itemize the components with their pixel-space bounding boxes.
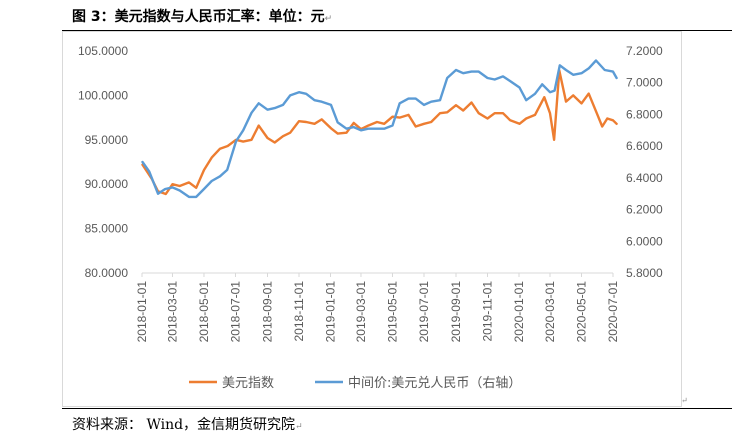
paragraph-mark-icon: ↵ [324,14,333,24]
figure-title: 图 3：美元指数与人民币汇率：单位：元↵ [72,9,333,25]
top-rule [62,30,732,31]
source-note: 资料来源： Wind，金信期货研究院↵ [72,417,303,433]
series-line-usd-index [141,69,618,196]
x-tick-label: 2019-09-01 [449,281,463,343]
y-left-tick-label: 100.0000 [78,88,128,102]
y-left-tick-label: 90.0000 [85,177,129,191]
x-tick-label: 2020-07-01 [606,281,620,343]
y-right-tick-label: 6.8000 [626,107,663,121]
x-tick-label: 2018-07-01 [228,281,242,343]
y-right-tick-label: 6.4000 [626,171,663,185]
x-tick-label: 2018-03-01 [165,281,179,343]
y-left-tick-label: 105.0000 [78,44,128,58]
y-right-tick-label: 7.2000 [626,44,663,58]
x-tick-label: 2019-05-01 [385,281,399,343]
y-left-tick-label: 95.0000 [85,133,129,147]
series-line-usdcny [141,59,618,199]
bottom-rule [62,408,732,409]
y-left-tick-label: 85.0000 [85,222,129,236]
x-tick-label: 2018-01-01 [135,281,149,343]
x-tick-label: 2020-05-01 [574,281,588,343]
x-tick-label: 2020-01-01 [512,281,526,343]
y-right-tick-label: 5.8000 [626,266,663,280]
y-right-tick-label: 6.6000 [626,139,663,153]
legend-label-usdcny: 中间价:美元兑人民币（右轴） [348,376,521,391]
x-tick-label: 2018-09-01 [260,281,274,343]
x-tick-label: 2019-03-01 [354,281,368,343]
x-tick-label: 2018-05-01 [197,281,211,343]
chart-frame [62,31,682,407]
y-right-tick-label: 6.2000 [626,203,663,217]
legend-label-usd-index: 美元指数 [222,376,274,391]
x-tick-label: 2019-11-01 [481,281,495,342]
x-tick-label: 2020-03-01 [543,281,557,343]
paragraph-mark-icon: ↵ [681,396,688,405]
y-right-tick-label: 6.0000 [626,234,663,248]
y-left-tick-label: 80.0000 [85,266,129,280]
x-tick-label: 2019-07-01 [417,281,431,343]
y-right-tick-label: 7.0000 [626,76,663,90]
x-tick-label: 2018-11-01 [292,281,306,342]
paragraph-mark-icon: ↵ [295,422,303,432]
x-tick-label: 2019-01-01 [324,281,338,343]
